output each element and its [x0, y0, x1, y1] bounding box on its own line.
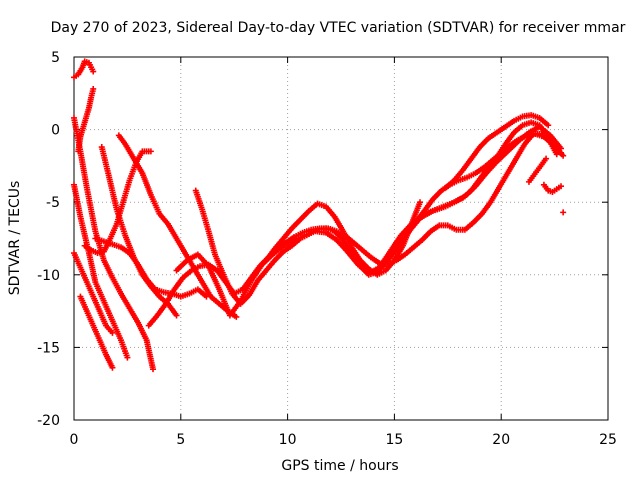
- data-point: [558, 149, 565, 156]
- data-point: [90, 68, 97, 75]
- x-axis-label: GPS time / hours: [281, 458, 398, 474]
- series-arc-2: [71, 250, 116, 336]
- x-tick-label: 10: [279, 432, 297, 448]
- x-tick-label: 0: [70, 432, 79, 448]
- x-tick-label: 20: [492, 432, 510, 448]
- y-axis-label: SDTVAR / TECUs: [7, 181, 23, 296]
- plot-border: [73, 56, 609, 421]
- data-point: [150, 366, 157, 373]
- y-tick-label: 0: [51, 123, 60, 139]
- data-point: [173, 312, 180, 319]
- y-tick-label: -20: [37, 413, 60, 429]
- x-tick-label: 25: [599, 432, 617, 448]
- x-tick-label: 15: [385, 432, 403, 448]
- data-point: [109, 364, 116, 371]
- series-arc-6: [75, 85, 97, 155]
- x-tick-label: 5: [176, 432, 185, 448]
- data-point: [560, 209, 567, 216]
- data-points: [71, 58, 567, 373]
- y-tick-label: -5: [46, 195, 60, 211]
- series-arc-9: [81, 148, 154, 257]
- data-point: [553, 151, 560, 158]
- series-arc-16: [442, 112, 552, 191]
- y-tick-label: 5: [51, 50, 60, 66]
- data-point: [147, 148, 154, 155]
- y-tick-label: -15: [37, 340, 60, 356]
- series-arc-14: [263, 199, 424, 278]
- series-arc-1: [77, 293, 116, 371]
- series-arc-17: [525, 155, 550, 185]
- series-arc-18: [540, 181, 565, 196]
- series-arc-3: [71, 181, 131, 361]
- data-point: [558, 183, 565, 190]
- data-point: [109, 329, 116, 336]
- series-arc-19: [560, 209, 567, 216]
- data-point: [543, 155, 550, 162]
- axes: 0 5 10 15 20 25 -20 -15 -10 -5 0 5: [37, 50, 617, 448]
- y-tick-label: -10: [37, 268, 60, 284]
- data-point: [417, 199, 424, 206]
- data-point: [124, 354, 131, 361]
- data-point: [545, 122, 552, 129]
- data-point: [233, 313, 240, 320]
- data-point: [75, 148, 82, 155]
- chart-title: Day 270 of 2023, Sidereal Day-to-day VTE…: [51, 20, 626, 36]
- series-arc-5: [71, 58, 97, 81]
